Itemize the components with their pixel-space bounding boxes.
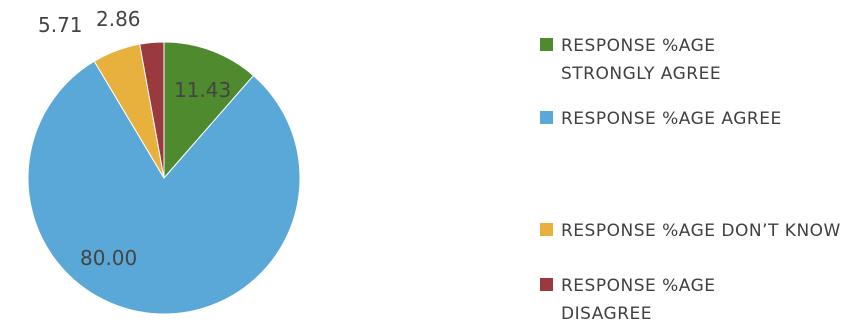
pie-slices xyxy=(27,41,301,315)
legend-item-agree: RESPONSE %AGE AGREE xyxy=(540,105,851,133)
pie-slice-disagree xyxy=(139,41,165,179)
data-label-agree: 80.00 xyxy=(80,246,137,270)
legend-item-disagree: RESPONSE %AGE DISAGREE xyxy=(540,272,781,328)
legend-label-agree: RESPONSE %AGE AGREE xyxy=(561,109,782,129)
legend-label-disagree: RESPONSE %AGE DISAGREE xyxy=(561,276,716,324)
pie-slice-agree xyxy=(27,60,301,315)
legend-swatch-strongly-agree xyxy=(540,38,553,51)
legend-label-strongly-agree: RESPONSE %AGE STRONGLY AGREE xyxy=(561,36,722,84)
legend-item-dont-know: RESPONSE %AGE DON’T KNOW xyxy=(540,217,846,245)
data-label-strongly-agree: 11.43 xyxy=(174,78,231,102)
legend-swatch-dont-know xyxy=(540,223,553,236)
data-label-dont-know: 5.71 xyxy=(38,13,83,37)
pie-data-labels: 11.43 80.00 5.71 2.86 xyxy=(38,7,231,270)
legend-swatch-disagree xyxy=(540,278,553,291)
pie-slice-strongly-agree xyxy=(163,41,255,180)
legend-item-strongly-agree: RESPONSE %AGE STRONGLY AGREE xyxy=(540,32,781,88)
legend-label-dont-know: RESPONSE %AGE DON’T KNOW xyxy=(561,221,841,241)
data-label-disagree: 2.86 xyxy=(96,7,141,31)
legend-swatch-agree xyxy=(540,111,553,124)
